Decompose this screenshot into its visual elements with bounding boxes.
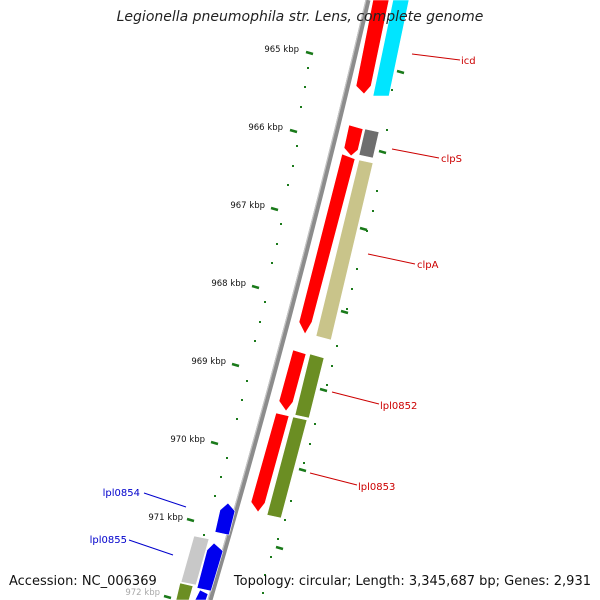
cds-bottom-blue xyxy=(194,589,209,600)
scale-label: 972 kbp xyxy=(125,588,160,598)
gene-label-lpl0852[interactable]: lpl0852 xyxy=(380,401,417,412)
scale-label: 969 kbp xyxy=(191,357,226,367)
cds-lpl0854-blue xyxy=(214,502,236,536)
topology-text: Topology: circular; Length: 3,345,687 bp… xyxy=(233,574,591,589)
cds-lpl0852-red xyxy=(278,349,307,412)
gene-labels: icd clpS clpA lpl0852 lpl0853 lpl0854 lp… xyxy=(90,56,476,546)
scale-label: 965 kbp xyxy=(264,45,299,55)
gene-label-lpl0854[interactable]: lpl0854 xyxy=(103,488,140,499)
cds-lpl0852-olive xyxy=(294,353,325,419)
cds-clpa-red xyxy=(298,153,356,335)
gene-label-icd[interactable]: icd xyxy=(461,56,476,67)
cds-clps-red xyxy=(343,124,364,157)
gene-label-clps[interactable]: clpS xyxy=(441,154,462,165)
cds-clps-grey xyxy=(358,128,380,159)
cds-bottom-olive xyxy=(175,582,194,600)
scale-label: 966 kbp xyxy=(248,123,283,133)
gene-label-lpl0853[interactable]: lpl0853 xyxy=(358,482,395,493)
gene-leader-lines xyxy=(128,53,461,556)
map-title: Legionella pneumophila str. Lens, comple… xyxy=(116,9,484,25)
dot-ticks xyxy=(191,49,397,594)
scale-label: 970 kbp xyxy=(170,435,205,445)
cds-clpa-tan xyxy=(315,159,374,341)
outer-major-ticks xyxy=(275,69,405,551)
inner-tick-dots xyxy=(191,67,309,572)
cds-icd-red xyxy=(355,0,390,95)
cds-lpl0855-lightgrey xyxy=(180,535,210,586)
cds-lpl0853-red xyxy=(250,412,290,513)
accession-text: Accession: NC_006369 xyxy=(9,574,157,589)
cds-lpl0855-blue xyxy=(196,542,224,592)
major-ticks xyxy=(163,50,314,600)
gene-label-clpa[interactable]: clpA xyxy=(417,260,439,271)
cds-features xyxy=(175,0,410,600)
outer-tick-dots xyxy=(262,49,397,594)
cds-icd-cyan xyxy=(372,0,410,97)
cds-lpl0853-olive xyxy=(266,416,308,519)
scale-label: 968 kbp xyxy=(211,279,246,289)
gene-label-lpl0855[interactable]: lpl0855 xyxy=(90,535,127,546)
scale-labels: 965 kbp 966 kbp 967 kbp 968 kbp 969 kbp … xyxy=(125,45,299,598)
scale-label: 971 kbp xyxy=(148,513,183,523)
scale-label: 967 kbp xyxy=(230,201,265,211)
